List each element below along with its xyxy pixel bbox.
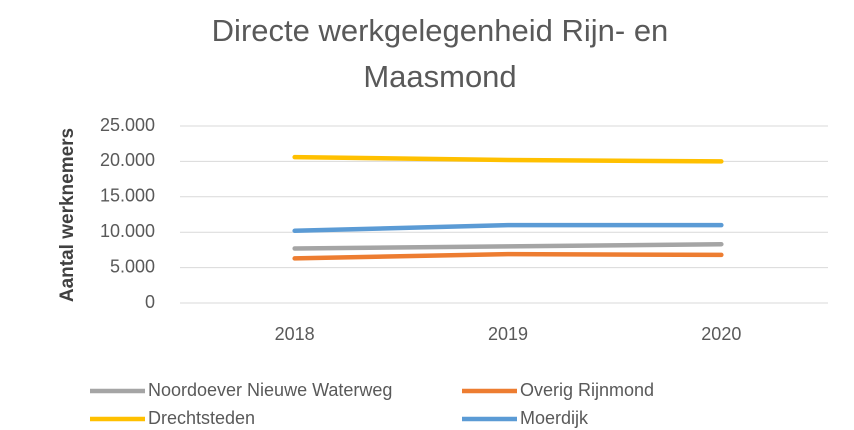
series-line — [292, 251, 724, 261]
x-tick-label: 2018 — [275, 324, 315, 344]
x-tick-label: 2020 — [701, 324, 741, 344]
legend-label: Moerdijk — [520, 408, 589, 428]
series-line — [292, 154, 724, 164]
chart-title: Directe werkgelegenheid Rijn- en Maasmon… — [211, 13, 669, 94]
x-tick-label: 2019 — [488, 324, 528, 344]
series-line — [292, 241, 724, 251]
y-tick-label: 10.000 — [100, 221, 155, 241]
legend-label: Noordoever Nieuwe Waterweg — [148, 380, 392, 400]
y-axis-label: Aantal werknemers — [57, 128, 78, 302]
legend-label: Drechtsteden — [148, 408, 255, 428]
legend-label: Overig Rijnmond — [520, 380, 654, 400]
y-tick-label: 25.000 — [100, 115, 155, 135]
y-tick-label: 0 — [145, 292, 155, 312]
y-tick-label: 20.000 — [100, 150, 155, 170]
y-tick-label: 15.000 — [100, 186, 155, 206]
y-tick-label: 5.000 — [110, 256, 155, 276]
series-line — [292, 222, 724, 234]
